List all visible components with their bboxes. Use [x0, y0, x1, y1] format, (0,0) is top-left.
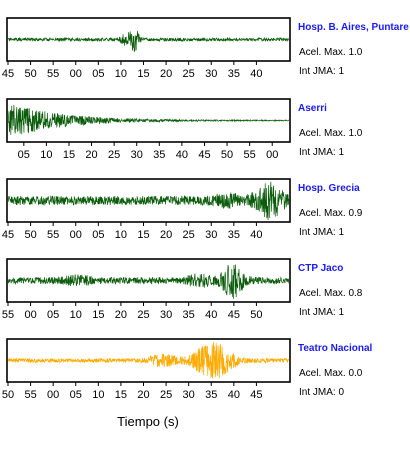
- x-tick-label: 05: [70, 389, 82, 401]
- x-tick-label: 50: [250, 309, 262, 321]
- x-tick-label: 15: [92, 309, 104, 321]
- waveform-line: [7, 264, 290, 299]
- x-tick-label: 40: [250, 229, 262, 241]
- x-tick-label: 15: [137, 229, 149, 241]
- jma-intensity: Int JMA: 1: [299, 66, 344, 77]
- jma-intensity: Int JMA: 0: [299, 387, 344, 398]
- x-tick-label: 50: [221, 149, 233, 161]
- x-tick-label: 45: [2, 68, 14, 80]
- x-tick-label: 20: [137, 389, 149, 401]
- x-tick-label: 40: [205, 309, 217, 321]
- x-tick-label: 45: [228, 309, 240, 321]
- x-tick-label: 40: [250, 68, 262, 80]
- x-tick-label: 20: [115, 309, 127, 321]
- waveform-line: [7, 181, 290, 220]
- x-tick-label: 05: [92, 68, 104, 80]
- max-acceleration: Acel. Max. 1.0: [299, 128, 363, 139]
- x-tick-label: 25: [183, 229, 195, 241]
- x-tick-label: 00: [47, 389, 59, 401]
- seismogram-panel: 45 50 55 00 05 10 15 20 25 30 35 40 Hosp. Grecia Acel…: [2, 178, 363, 241]
- x-tick-label: 25: [137, 309, 149, 321]
- x-tick-label: 45: [250, 389, 262, 401]
- x-tick-label: 30: [205, 229, 217, 241]
- x-tick-label: 35: [228, 229, 240, 241]
- seismogram-panel: 55 00 05 10 15 20 25 30 35 40 45 50 CTP Jaco Acel. Ma…: [2, 258, 363, 321]
- x-tick-label: 55: [47, 68, 59, 80]
- x-tick-label: 30: [205, 68, 217, 80]
- x-tick-label: 05: [92, 229, 104, 241]
- x-tick-label: 20: [85, 149, 97, 161]
- x-tick-label: 10: [115, 229, 127, 241]
- x-tick-label: 00: [24, 309, 36, 321]
- waveform-line: [7, 105, 290, 135]
- x-tick-label: 55: [2, 309, 14, 321]
- x-tick-label: 25: [108, 149, 120, 161]
- max-acceleration: Acel. Max. 1.0: [299, 47, 363, 58]
- x-tick-label: 50: [24, 229, 36, 241]
- x-tick-label: 30: [183, 389, 195, 401]
- x-tick-label: 10: [70, 309, 82, 321]
- x-tick-label: 10: [92, 389, 104, 401]
- x-tick-label: 35: [183, 309, 195, 321]
- jma-intensity: Int JMA: 1: [299, 307, 344, 318]
- max-acceleration: Acel. Max. 0.0: [299, 368, 363, 379]
- x-tick-label: 45: [2, 229, 14, 241]
- x-tick-label: 15: [115, 389, 127, 401]
- x-tick-label: 20: [160, 68, 172, 80]
- x-tick-label: 35: [205, 389, 217, 401]
- x-tick-label: 00: [266, 149, 278, 161]
- x-axis-title: Tiempo (s): [117, 414, 179, 429]
- x-tick-label: 55: [244, 149, 256, 161]
- jma-intensity: Int JMA: 1: [299, 147, 344, 158]
- x-tick-label: 25: [160, 389, 172, 401]
- station-name: CTP Jaco: [298, 263, 343, 274]
- x-tick-label: 40: [228, 389, 240, 401]
- x-tick-label: 30: [160, 309, 172, 321]
- x-tick-label: 55: [24, 389, 36, 401]
- x-tick-label: 45: [198, 149, 210, 161]
- max-acceleration: Acel. Max. 0.9: [299, 208, 363, 219]
- x-tick-label: 05: [47, 309, 59, 321]
- x-tick-label: 05: [18, 149, 30, 161]
- station-name: Hosp. B. Aires, Puntare: [298, 22, 409, 33]
- x-tick-label: 00: [70, 229, 82, 241]
- x-tick-label: 55: [47, 229, 59, 241]
- x-tick-label: 10: [115, 68, 127, 80]
- x-tick-label: 25: [183, 68, 195, 80]
- waveform-line: [7, 30, 290, 52]
- x-tick-label: 15: [137, 68, 149, 80]
- jma-intensity: Int JMA: 1: [299, 227, 344, 238]
- waveform-line: [7, 341, 290, 379]
- x-tick-label: 40: [176, 149, 188, 161]
- x-tick-label: 50: [2, 389, 14, 401]
- x-tick-label: 10: [40, 149, 52, 161]
- seismogram-panel: 50 55 00 05 10 15 20 25 30 35 40 45 Teatro Nacional A…: [2, 338, 372, 401]
- x-tick-label: 35: [153, 149, 165, 161]
- x-tick-label: 50: [24, 68, 36, 80]
- x-tick-label: 00: [70, 68, 82, 80]
- station-name: Aserri: [298, 103, 327, 114]
- max-acceleration: Acel. Max. 0.8: [299, 288, 363, 299]
- x-tick-label: 20: [160, 229, 172, 241]
- x-tick-label: 30: [131, 149, 143, 161]
- station-name: Teatro Nacional: [298, 343, 372, 354]
- seismogram-panel: 05 10 15 20 25 30 35 40 45 50 55 00 Aserri Acel. Max.…: [6, 98, 363, 161]
- station-name: Hosp. Grecia: [298, 183, 360, 194]
- x-tick-label: 15: [63, 149, 75, 161]
- seismogram-panel: 45 50 55 00 05 10 15 20 25 30 35 40 Hosp. B. Aires, …: [2, 17, 409, 80]
- x-tick-label: 35: [228, 68, 240, 80]
